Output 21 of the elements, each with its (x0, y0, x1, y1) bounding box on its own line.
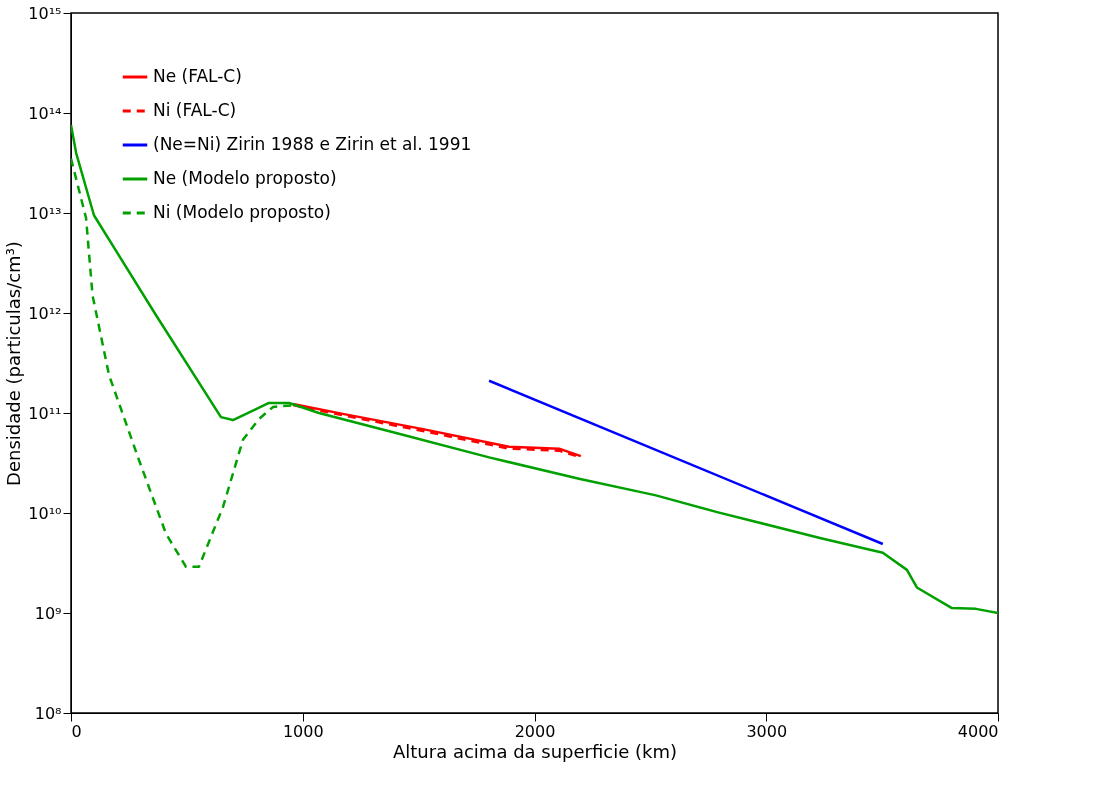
y-tick-label: 10¹⁴ (28, 103, 62, 123)
legend-label: Ne (Modelo proposto) (153, 168, 337, 188)
x-tick-label: 0 (71, 721, 82, 741)
y-tick-label: 10⁹ (34, 603, 62, 623)
y-tick-label: 10¹³ (28, 203, 62, 223)
x-axis-title: Altura acima da superficie (km) (392, 740, 678, 762)
y-tick-label: 10⁸ (34, 703, 62, 723)
y-tick-label: 10¹⁵ (28, 3, 62, 23)
x-tick-label: 1000 (282, 721, 324, 741)
y-tick-label: 10¹¹ (28, 403, 62, 423)
x-tick-label: 4000 (957, 721, 999, 741)
x-tick-label: 2000 (514, 721, 556, 741)
legend-label: Ni (Modelo proposto) (153, 202, 331, 222)
y-tick-label: 10¹² (28, 303, 62, 323)
y-tick-label: 10¹⁰ (28, 503, 62, 523)
y-axis-title: Densidade (particulas/cm³) (3, 241, 25, 486)
legend-label: Ne (FAL-C) (153, 66, 242, 86)
legend-label: (Ne=Ni) Zirin 1988 e Zirin et al. 1991 (153, 134, 472, 154)
x-tick-label: 3000 (746, 721, 788, 741)
legend-label: Ni (FAL-C) (153, 100, 237, 120)
line-series (71, 123, 998, 615)
